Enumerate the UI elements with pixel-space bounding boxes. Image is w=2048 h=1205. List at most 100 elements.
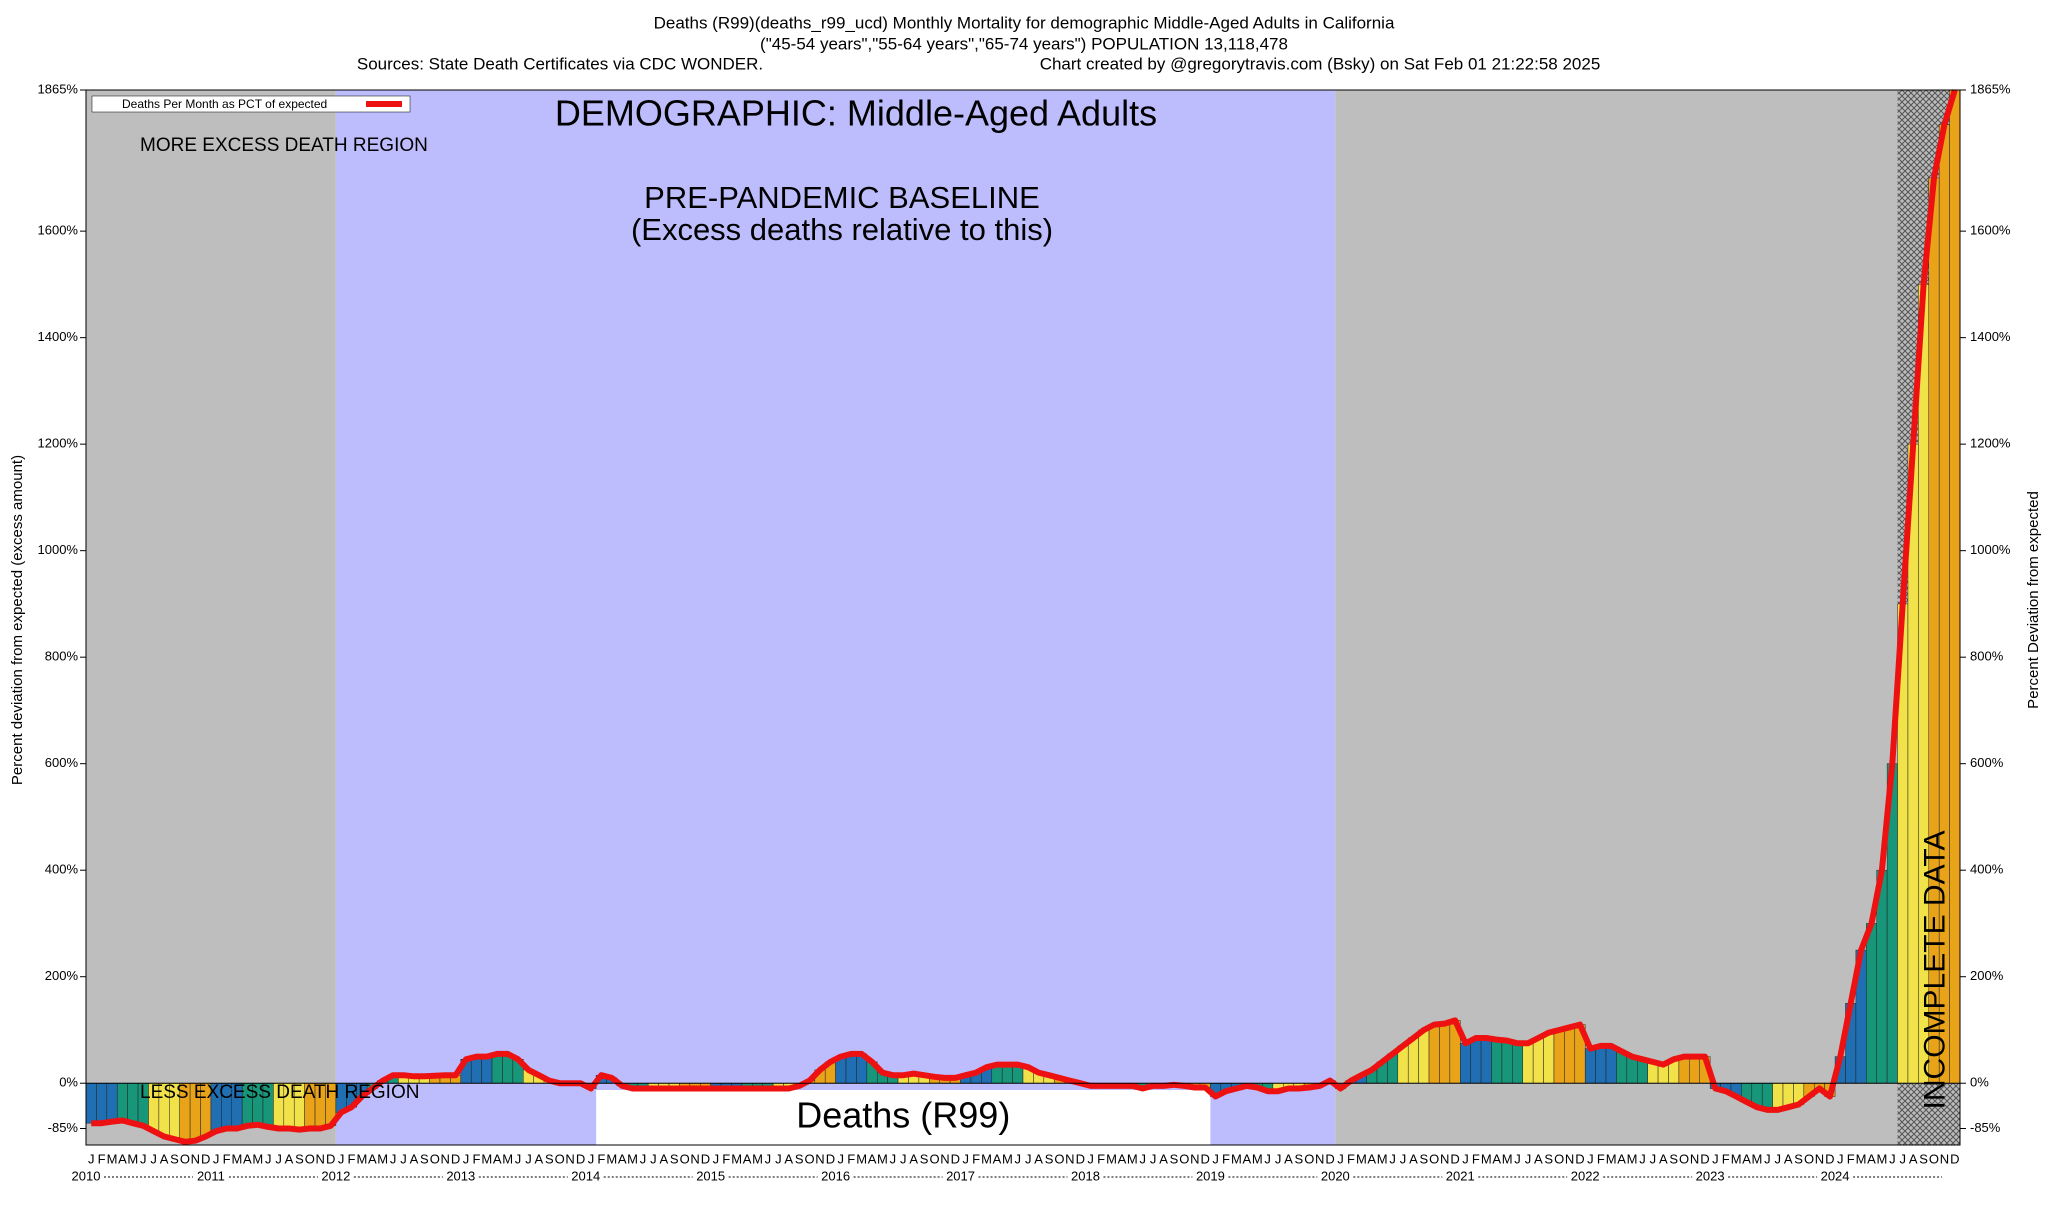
x-tick-label: J (1025, 1151, 1032, 1166)
x-tick-label: F (348, 1151, 356, 1166)
x-tick-label: D (1450, 1151, 1459, 1166)
annotation: MORE EXCESS DEATH REGION (140, 135, 428, 156)
x-tick-label: A (1867, 1151, 1876, 1166)
x-tick-label: J (1775, 1151, 1782, 1166)
x-tick-label: J (1139, 1151, 1146, 1166)
x-tick-label: N (690, 1151, 699, 1166)
x-tick-label: O (1679, 1151, 1689, 1166)
x-tick-label: S (170, 1151, 179, 1166)
x-tick-label: F (722, 1151, 730, 1166)
year-label: 2022 (1571, 1168, 1600, 1183)
year-label: 2013 (446, 1168, 475, 1183)
year-label: 2016 (821, 1168, 850, 1183)
x-tick-label: O (430, 1151, 440, 1166)
x-tick-label: M (1127, 1151, 1138, 1166)
x-tick-label: M (627, 1151, 638, 1166)
x-tick-label: F (223, 1151, 231, 1166)
x-tick-label: M (1231, 1151, 1242, 1166)
x-tick-label: O (1429, 1151, 1439, 1166)
x-tick-label: M (232, 1151, 243, 1166)
year-label: 2014 (571, 1168, 600, 1183)
bar (1470, 1037, 1482, 1084)
x-tick-label: F (1722, 1151, 1730, 1166)
bar (491, 1053, 503, 1084)
x-tick-label: J (140, 1151, 147, 1166)
x-tick-label: M (877, 1151, 888, 1166)
x-tick-label: J (88, 1151, 95, 1166)
x-tick-label: M (981, 1151, 992, 1166)
x-tick-label: M (356, 1151, 367, 1166)
x-tick-label: J (1087, 1151, 1094, 1166)
annotation: Deaths (R99) (796, 1095, 1010, 1136)
x-tick-label: O (1554, 1151, 1564, 1166)
y-tick-label: 1400% (38, 329, 79, 344)
x-tick-label: M (1252, 1151, 1263, 1166)
x-tick-label: M (1752, 1151, 1763, 1166)
x-tick-label: D (576, 1151, 585, 1166)
x-tick-label: J (1525, 1151, 1532, 1166)
y2-tick-label: 1865% (1970, 81, 2011, 96)
x-tick-label: S (1794, 1151, 1803, 1166)
y2-tick-label: 800% (1970, 649, 2004, 664)
x-tick-label: J (1400, 1151, 1407, 1166)
y2-tick-label: 200% (1970, 968, 2004, 983)
x-tick-label: A (285, 1151, 294, 1166)
x-tick-label: S (670, 1151, 679, 1166)
x-tick-label: J (900, 1151, 907, 1166)
bar (1480, 1037, 1492, 1084)
x-tick-label: F (1097, 1151, 1105, 1166)
x-tick-label: A (868, 1151, 877, 1166)
year-label: 2010 (72, 1168, 101, 1183)
x-tick-label: A (909, 1151, 918, 1166)
x-tick-label: J (275, 1151, 282, 1166)
year-label: 2021 (1446, 1168, 1475, 1183)
year-label: 2015 (696, 1168, 725, 1183)
x-tick-label: D (451, 1151, 460, 1166)
x-tick-label: J (640, 1151, 647, 1166)
x-tick-label: J (1639, 1151, 1646, 1166)
x-tick-label: A (1284, 1151, 1293, 1166)
annotation: DEMOGRAPHIC: Middle-Aged Adults (555, 93, 1157, 134)
x-tick-label: N (565, 1151, 574, 1166)
x-tick-label: N (1565, 1151, 1574, 1166)
x-tick-label: M (1356, 1151, 1367, 1166)
bar (1584, 1048, 1596, 1084)
label-box (596, 1090, 1211, 1145)
x-tick-label: A (243, 1151, 252, 1166)
x-tick-label: N (1815, 1151, 1824, 1166)
bar (845, 1053, 857, 1084)
x-tick-label: A (1159, 1151, 1168, 1166)
x-tick-label: M (1856, 1151, 1867, 1166)
year-label: 2012 (321, 1168, 350, 1183)
year-label: 2020 (1321, 1168, 1350, 1183)
x-tick-label: M (1876, 1151, 1887, 1166)
bar (1512, 1043, 1523, 1084)
x-tick-label: S (295, 1151, 304, 1166)
x-tick-label: M (252, 1151, 263, 1166)
x-tick-label: D (326, 1151, 335, 1166)
x-tick-label: A (1409, 1151, 1418, 1166)
x-tick-label: J (463, 1151, 470, 1166)
x-tick-label: D (826, 1151, 835, 1166)
x-tick-label: O (305, 1151, 315, 1166)
x-tick-label: D (1325, 1151, 1334, 1166)
x-tick-label: F (847, 1151, 855, 1166)
x-tick-label: M (1606, 1151, 1617, 1166)
x-tick-label: M (606, 1151, 617, 1166)
x-tick-label: J (588, 1151, 595, 1166)
x-tick-label: M (1627, 1151, 1638, 1166)
x-tick-label: N (1065, 1151, 1074, 1166)
x-tick-label: J (400, 1151, 407, 1166)
region-gray (86, 90, 336, 1145)
x-tick-label: M (107, 1151, 118, 1166)
y-tick-label: -85% (48, 1120, 79, 1135)
y2-tick-label: -85% (1970, 1120, 2001, 1135)
x-tick-label: J (1587, 1151, 1594, 1166)
y-axis-title: Percent deviation from expected (excess … (9, 455, 26, 785)
x-tick-label: A (618, 1151, 627, 1166)
x-tick-label: S (1170, 1151, 1179, 1166)
x-tick-label: F (597, 1151, 605, 1166)
x-tick-label: A (1784, 1151, 1793, 1166)
annotation: LESS EXCESS DEATH REGION (140, 1082, 419, 1103)
y-tick-label: 600% (45, 755, 79, 770)
